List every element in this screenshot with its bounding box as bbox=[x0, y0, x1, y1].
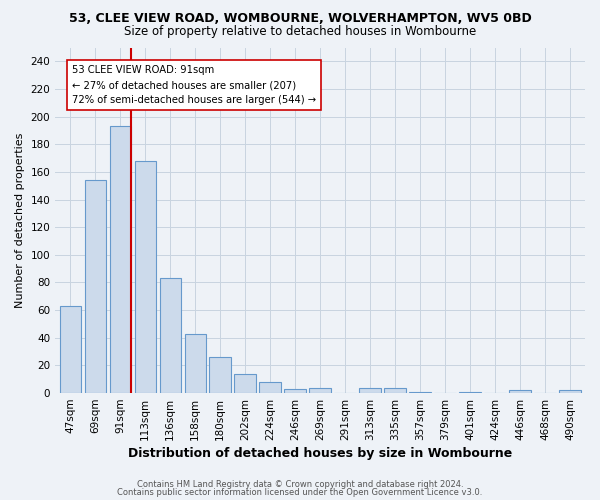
Bar bbox=[209, 357, 231, 393]
Bar bbox=[110, 126, 131, 393]
Bar bbox=[185, 334, 206, 393]
Bar bbox=[85, 180, 106, 393]
Text: Contains public sector information licensed under the Open Government Licence v3: Contains public sector information licen… bbox=[118, 488, 482, 497]
Bar bbox=[509, 390, 530, 393]
Y-axis label: Number of detached properties: Number of detached properties bbox=[15, 132, 25, 308]
Bar bbox=[134, 161, 156, 393]
Bar bbox=[259, 382, 281, 393]
Text: 53, CLEE VIEW ROAD, WOMBOURNE, WOLVERHAMPTON, WV5 0BD: 53, CLEE VIEW ROAD, WOMBOURNE, WOLVERHAM… bbox=[68, 12, 532, 26]
Bar bbox=[559, 390, 581, 393]
Bar bbox=[235, 374, 256, 393]
Text: 53 CLEE VIEW ROAD: 91sqm
← 27% of detached houses are smaller (207)
72% of semi-: 53 CLEE VIEW ROAD: 91sqm ← 27% of detach… bbox=[72, 66, 316, 105]
Bar bbox=[409, 392, 431, 393]
Bar bbox=[310, 388, 331, 393]
Bar bbox=[59, 306, 81, 393]
Bar bbox=[359, 388, 380, 393]
X-axis label: Distribution of detached houses by size in Wombourne: Distribution of detached houses by size … bbox=[128, 447, 512, 460]
Bar bbox=[460, 392, 481, 393]
Text: Size of property relative to detached houses in Wombourne: Size of property relative to detached ho… bbox=[124, 25, 476, 38]
Bar bbox=[160, 278, 181, 393]
Text: Contains HM Land Registry data © Crown copyright and database right 2024.: Contains HM Land Registry data © Crown c… bbox=[137, 480, 463, 489]
Bar bbox=[385, 388, 406, 393]
Bar bbox=[284, 389, 306, 393]
